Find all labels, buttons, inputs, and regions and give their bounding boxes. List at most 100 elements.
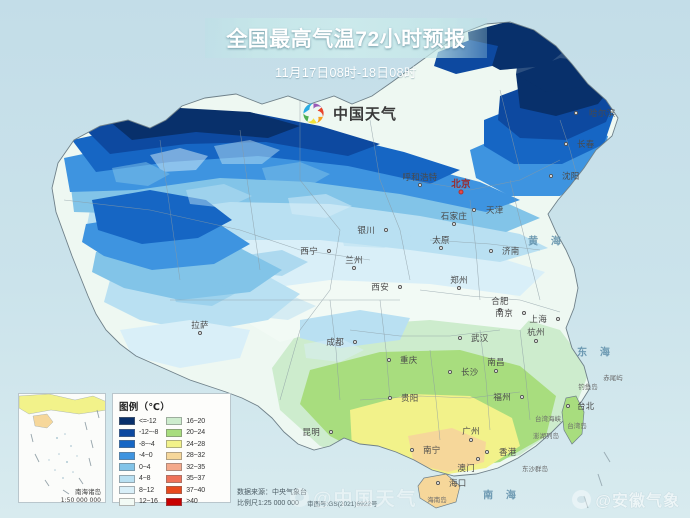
city-label[interactable]: 重庆 <box>400 355 418 365</box>
city-label[interactable]: 长春 <box>577 139 595 149</box>
city-marker[interactable] <box>485 450 489 454</box>
city-label[interactable]: 济南 <box>502 246 520 256</box>
city-label[interactable]: 西宁 <box>300 246 318 256</box>
city-marker[interactable] <box>566 404 570 408</box>
city-label[interactable]: 合肥 <box>491 296 509 306</box>
city-marker[interactable] <box>498 308 502 312</box>
island-label: 海南岛 <box>427 497 447 504</box>
city-label[interactable]: 兰州 <box>345 255 363 265</box>
city-label[interactable]: 台北 <box>577 401 595 411</box>
city-label[interactable]: 长沙 <box>461 367 479 377</box>
city-label[interactable]: 天津 <box>486 205 504 215</box>
island-label: 赤尾屿 <box>603 375 623 382</box>
legend-label: 12~16 <box>139 498 158 506</box>
city-marker[interactable] <box>327 249 331 253</box>
legend-row: 8~12 <box>119 485 158 496</box>
city-label[interactable]: 南宁 <box>423 445 441 455</box>
legend-label: 35~37 <box>186 475 205 483</box>
city-label[interactable]: 上海 <box>529 314 547 324</box>
capital-marker[interactable] <box>458 189 464 195</box>
city-marker[interactable] <box>353 340 357 344</box>
city-marker[interactable] <box>329 430 333 434</box>
city-label[interactable]: 香港 <box>499 447 517 457</box>
hainan-island <box>417 473 461 509</box>
city-label[interactable]: 杭州 <box>527 327 545 337</box>
city-label[interactable]: 福州 <box>493 392 511 402</box>
island-label: 台湾海峡 <box>535 416 561 423</box>
city-label[interactable]: 海口 <box>449 478 467 488</box>
city-marker[interactable] <box>469 438 473 442</box>
city-marker[interactable] <box>476 457 480 461</box>
city-label[interactable]: 拉萨 <box>191 320 209 330</box>
city-label[interactable]: 西安 <box>371 282 389 292</box>
city-label[interactable]: 南京 <box>495 308 513 318</box>
city-marker[interactable] <box>489 249 493 253</box>
sea-label: 南 海 <box>483 490 521 502</box>
city-marker[interactable] <box>494 369 498 373</box>
pinwheel-logo-icon <box>300 100 327 127</box>
legend-row: 4~8 <box>119 474 158 485</box>
publisher-watermark-text: @安徽气象 <box>595 493 680 510</box>
legend-row: -12~-8 <box>119 428 158 439</box>
legend-label: 4~8 <box>139 475 151 483</box>
city-marker[interactable] <box>352 266 356 270</box>
city-label[interactable]: 贵阳 <box>401 393 419 403</box>
legend-label: 8~12 <box>139 486 154 494</box>
island-label: 澎湖列岛 <box>533 433 559 440</box>
page-title: 全国最高气温72小时预报 <box>226 28 466 51</box>
city-marker[interactable] <box>388 396 392 400</box>
city-label[interactable]: 南昌 <box>487 357 505 367</box>
city-marker[interactable] <box>418 183 422 187</box>
city-label[interactable]: 石家庄 <box>440 211 468 221</box>
city-marker[interactable] <box>522 311 526 315</box>
city-marker[interactable] <box>452 222 456 226</box>
legend-swatch <box>166 451 183 460</box>
city-marker[interactable] <box>198 331 202 335</box>
city-marker[interactable] <box>457 286 461 290</box>
city-marker[interactable] <box>387 358 391 362</box>
city-marker[interactable] <box>398 285 402 289</box>
city-marker[interactable] <box>564 142 568 146</box>
map-scale-text: 比例尺1:25 000 000 <box>237 500 299 507</box>
legend-row: 16~20 <box>166 416 205 427</box>
city-label[interactable]: 呼和浩特 <box>402 172 438 182</box>
legend-swatch <box>119 417 135 426</box>
city-marker[interactable] <box>439 246 443 250</box>
city-label[interactable]: 成都 <box>326 337 344 347</box>
legend-swatch <box>119 428 135 437</box>
city-label[interactable]: 武汉 <box>471 333 489 343</box>
capital-label-beijing[interactable]: 北京 <box>451 179 471 190</box>
city-label[interactable]: 昆明 <box>302 427 320 437</box>
south-china-sea-inset[interactable]: 南海诸岛 1:50 000 000 <box>18 393 106 503</box>
legend-label: 28~32 <box>186 452 205 460</box>
city-label[interactable]: 沈阳 <box>562 171 580 181</box>
city-label[interactable]: 澳门 <box>457 463 475 473</box>
city-marker[interactable] <box>556 317 560 321</box>
center-watermark: @中国天气 <box>290 484 418 511</box>
city-marker[interactable] <box>520 395 524 399</box>
island-label: 钓鱼岛 <box>578 384 598 391</box>
city-marker[interactable] <box>472 208 476 212</box>
city-marker[interactable] <box>549 174 553 178</box>
legend-row: 20~24 <box>166 428 205 439</box>
legend-swatch <box>166 497 183 506</box>
city-label[interactable]: 太原 <box>432 235 450 245</box>
city-marker[interactable] <box>448 370 452 374</box>
legend-row: 12~16 <box>119 497 158 508</box>
map-approval-number: 审图号:GS(2021)6922号 <box>307 501 378 508</box>
city-label[interactable]: 银川 <box>357 225 375 235</box>
city-marker[interactable] <box>384 228 388 232</box>
city-label[interactable]: 哈尔滨 <box>589 108 616 118</box>
legend-label: 20~24 <box>186 429 205 437</box>
brand-logo: 中国天气 <box>300 100 397 127</box>
title-banner: 全国最高气温72小时预报 <box>205 18 487 58</box>
city-marker[interactable] <box>458 336 462 340</box>
city-label[interactable]: 广州 <box>462 426 480 436</box>
city-marker[interactable] <box>436 481 440 485</box>
city-marker[interactable] <box>534 339 538 343</box>
city-marker[interactable] <box>574 111 578 115</box>
city-label[interactable]: 郑州 <box>450 275 468 285</box>
city-marker[interactable] <box>410 448 414 452</box>
